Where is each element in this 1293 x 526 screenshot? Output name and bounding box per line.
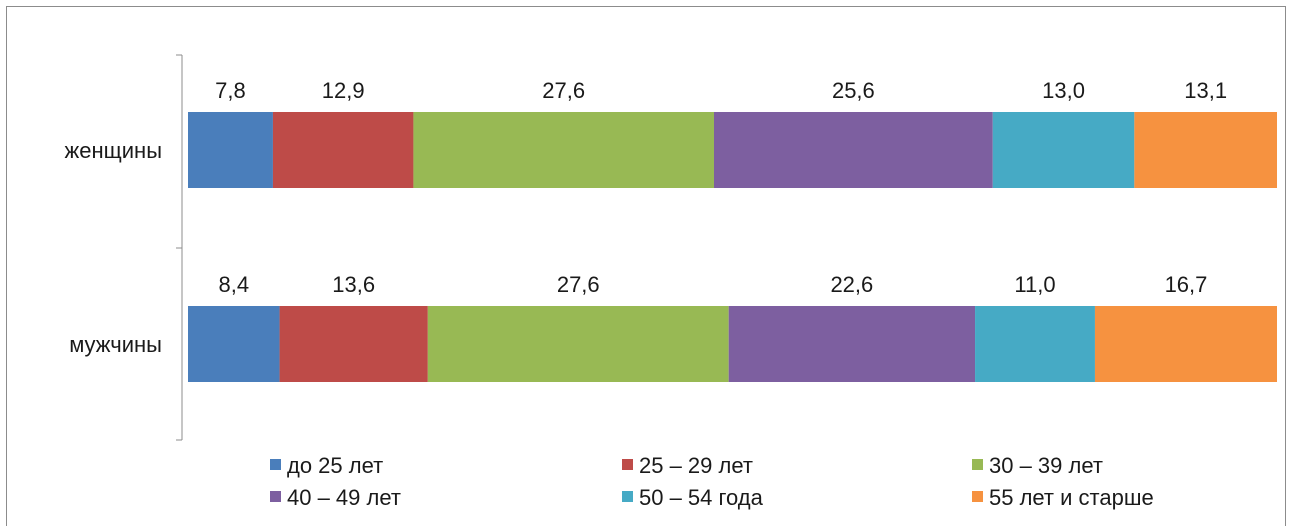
chart-frame (6, 6, 1286, 526)
legend-label: 50 – 54 года (639, 485, 764, 510)
data-label: 13,1 (1184, 78, 1227, 103)
legend-swatch (972, 491, 983, 502)
data-label: 8,4 (218, 272, 249, 297)
legend-label: до 25 лет (287, 453, 383, 478)
bar-segment (713, 112, 993, 188)
data-label: 13,6 (332, 272, 375, 297)
bar-segment (1094, 306, 1277, 382)
legend-swatch (972, 459, 983, 470)
legend-swatch (622, 459, 633, 470)
data-label: 27,6 (557, 272, 600, 297)
data-label: 22,6 (830, 272, 873, 297)
bar-segment (272, 112, 414, 188)
category-label: мужчины (69, 332, 162, 357)
legend-label: 40 – 49 лет (287, 485, 401, 510)
bar-segment (427, 306, 729, 382)
bar-segment (413, 112, 714, 188)
data-label: 11,0 (1014, 272, 1055, 297)
legend-label: 30 – 39 лет (989, 453, 1103, 478)
bar-segment (975, 306, 1095, 382)
legend-label: 55 лет и старше (989, 485, 1154, 510)
data-label: 27,6 (542, 78, 585, 103)
category-label: женщины (65, 138, 162, 163)
bar-segment (992, 112, 1135, 188)
data-label: 25,6 (832, 78, 875, 103)
data-label: 16,7 (1165, 272, 1208, 297)
legend-swatch (270, 459, 281, 470)
data-label: 13,0 (1042, 78, 1085, 103)
bar-segment (1134, 112, 1277, 188)
bar-segment (728, 306, 976, 382)
data-label: 7,8 (215, 78, 246, 103)
bar-segment (188, 306, 280, 382)
bar-segment (188, 112, 273, 188)
data-label: 12,9 (322, 78, 365, 103)
legend-label: 25 – 29 лет (639, 453, 753, 478)
bar-segment (279, 306, 428, 382)
legend-swatch (622, 491, 633, 502)
legend-swatch (270, 491, 281, 502)
